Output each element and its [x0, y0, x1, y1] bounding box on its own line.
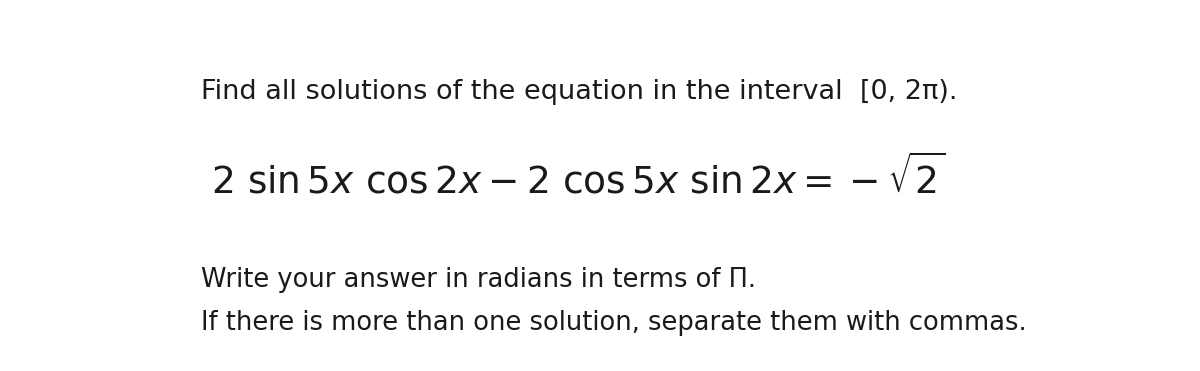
- Text: If there is more than one solution, separate them with commas.: If there is more than one solution, sepa…: [202, 310, 1027, 336]
- Text: $\mathsf{2\ sin\,5\mathit{x}\ cos\,2\mathit{x} - 2\ cos\,5\mathit{x}\ sin\,2\mat: $\mathsf{2\ sin\,5\mathit{x}\ cos\,2\mat…: [211, 156, 944, 202]
- Text: Find all solutions of the equation in the interval  [0, 2π).: Find all solutions of the equation in th…: [202, 79, 958, 105]
- Text: Write your answer in radians in terms of Π.: Write your answer in radians in terms of…: [202, 267, 756, 293]
